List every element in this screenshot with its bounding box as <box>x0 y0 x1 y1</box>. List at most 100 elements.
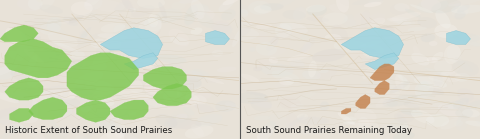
Ellipse shape <box>452 60 479 76</box>
Ellipse shape <box>283 10 305 19</box>
Ellipse shape <box>181 77 202 90</box>
Ellipse shape <box>466 98 480 106</box>
Ellipse shape <box>349 12 371 30</box>
Ellipse shape <box>110 106 127 122</box>
Ellipse shape <box>290 60 305 69</box>
Ellipse shape <box>106 15 119 21</box>
Ellipse shape <box>39 5 63 14</box>
Ellipse shape <box>439 33 461 44</box>
Ellipse shape <box>138 18 162 37</box>
Ellipse shape <box>39 51 62 61</box>
Ellipse shape <box>65 59 84 71</box>
Ellipse shape <box>27 79 37 87</box>
Ellipse shape <box>448 4 460 8</box>
Polygon shape <box>153 83 191 106</box>
Ellipse shape <box>440 118 461 130</box>
Ellipse shape <box>131 6 154 17</box>
Ellipse shape <box>400 80 410 91</box>
Ellipse shape <box>267 46 287 57</box>
Ellipse shape <box>9 123 24 132</box>
Ellipse shape <box>109 104 129 116</box>
Ellipse shape <box>428 76 444 82</box>
Ellipse shape <box>418 81 429 95</box>
Ellipse shape <box>455 57 472 72</box>
Ellipse shape <box>368 80 381 86</box>
Ellipse shape <box>432 52 444 61</box>
Ellipse shape <box>454 120 463 127</box>
Ellipse shape <box>190 3 209 15</box>
Ellipse shape <box>362 57 389 68</box>
Ellipse shape <box>354 38 375 51</box>
Ellipse shape <box>475 116 480 124</box>
Polygon shape <box>100 28 163 58</box>
Ellipse shape <box>394 111 414 123</box>
Ellipse shape <box>47 17 61 32</box>
Ellipse shape <box>114 130 141 139</box>
Ellipse shape <box>156 39 164 46</box>
Ellipse shape <box>320 101 329 111</box>
Ellipse shape <box>27 72 47 84</box>
Ellipse shape <box>13 110 38 123</box>
Ellipse shape <box>300 40 315 52</box>
Ellipse shape <box>377 27 387 38</box>
Ellipse shape <box>39 91 59 103</box>
Ellipse shape <box>194 10 215 22</box>
Ellipse shape <box>454 3 463 8</box>
Ellipse shape <box>81 104 93 112</box>
Ellipse shape <box>137 0 165 9</box>
Ellipse shape <box>81 66 90 75</box>
Ellipse shape <box>74 83 97 95</box>
Ellipse shape <box>80 31 87 37</box>
Ellipse shape <box>217 66 237 72</box>
Ellipse shape <box>451 5 480 14</box>
Ellipse shape <box>302 41 312 54</box>
Ellipse shape <box>457 88 474 101</box>
Ellipse shape <box>80 89 99 101</box>
Ellipse shape <box>157 54 186 64</box>
Ellipse shape <box>28 55 37 68</box>
Ellipse shape <box>104 37 121 50</box>
Text: South Sound Prairies Remaining Today: South Sound Prairies Remaining Today <box>246 126 412 135</box>
Ellipse shape <box>286 113 299 128</box>
Ellipse shape <box>261 64 294 76</box>
Ellipse shape <box>358 40 382 48</box>
Ellipse shape <box>259 60 269 66</box>
Ellipse shape <box>93 49 110 69</box>
Ellipse shape <box>278 22 292 38</box>
Ellipse shape <box>43 18 70 24</box>
Ellipse shape <box>155 9 182 23</box>
Ellipse shape <box>234 92 268 104</box>
Ellipse shape <box>293 7 306 21</box>
Ellipse shape <box>362 45 384 58</box>
Ellipse shape <box>46 86 69 100</box>
Ellipse shape <box>359 93 376 99</box>
Ellipse shape <box>158 2 167 19</box>
Ellipse shape <box>240 9 248 17</box>
Ellipse shape <box>125 77 144 94</box>
Ellipse shape <box>272 70 300 83</box>
Ellipse shape <box>97 117 115 130</box>
Ellipse shape <box>361 135 371 139</box>
Ellipse shape <box>75 135 86 139</box>
Ellipse shape <box>34 20 50 29</box>
Ellipse shape <box>22 32 30 42</box>
Ellipse shape <box>0 108 20 118</box>
Ellipse shape <box>16 46 35 56</box>
Ellipse shape <box>84 0 99 6</box>
Ellipse shape <box>166 45 188 52</box>
Ellipse shape <box>444 44 461 64</box>
Ellipse shape <box>191 0 204 19</box>
Ellipse shape <box>160 67 187 76</box>
Ellipse shape <box>176 114 188 120</box>
Ellipse shape <box>117 90 151 99</box>
Ellipse shape <box>434 60 452 74</box>
Ellipse shape <box>0 120 20 128</box>
Ellipse shape <box>159 64 183 78</box>
Polygon shape <box>5 78 43 100</box>
Ellipse shape <box>139 98 158 111</box>
Ellipse shape <box>0 115 12 124</box>
Ellipse shape <box>307 5 327 16</box>
Ellipse shape <box>358 46 377 53</box>
Ellipse shape <box>127 18 154 27</box>
Ellipse shape <box>120 0 139 12</box>
